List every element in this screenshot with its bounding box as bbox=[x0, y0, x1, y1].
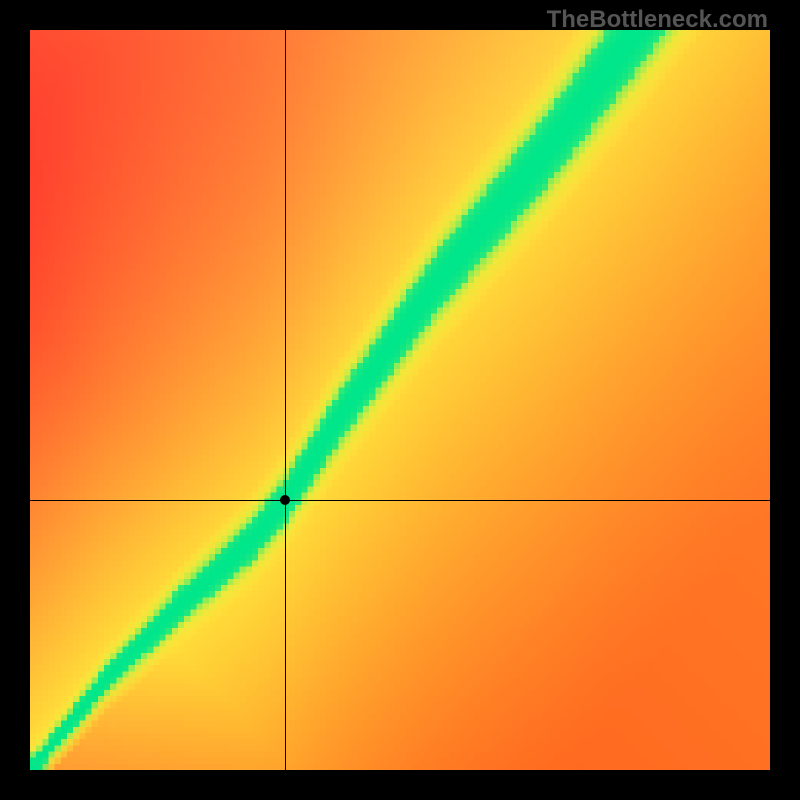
crosshair-vertical-line bbox=[285, 30, 286, 770]
watermark-text: TheBottleneck.com bbox=[547, 6, 768, 34]
crosshair-horizontal-line bbox=[30, 500, 770, 501]
chart-container: TheBottleneck.com bbox=[0, 0, 800, 800]
bottleneck-heatmap bbox=[30, 30, 770, 770]
